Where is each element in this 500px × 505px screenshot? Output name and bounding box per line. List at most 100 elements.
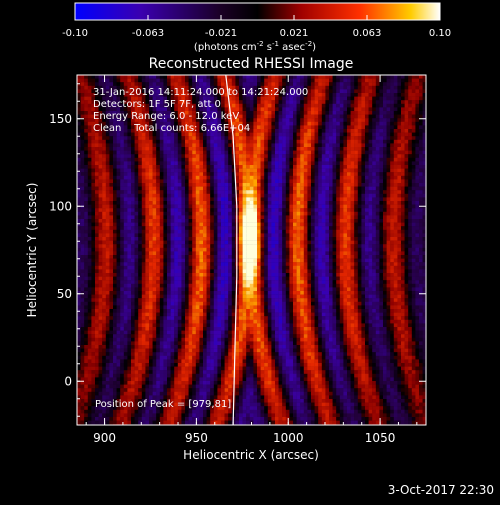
heatmap-cell	[113, 205, 117, 209]
heatmap-cell	[401, 187, 405, 191]
heatmap-cell	[365, 244, 369, 248]
heatmap-cell	[351, 201, 355, 205]
heatmap-cell	[379, 93, 383, 97]
heatmap-cell	[235, 100, 239, 104]
heatmap-cell	[153, 143, 157, 147]
heatmap-cell	[167, 233, 171, 237]
heatmap-cell	[189, 230, 193, 234]
heatmap-cell	[340, 136, 344, 140]
heatmap-cell	[354, 226, 358, 230]
heatmap-cell	[167, 154, 171, 158]
heatmap-cell	[99, 169, 103, 173]
heatmap-cell	[297, 183, 301, 187]
heatmap-cell	[358, 172, 362, 176]
heatmap-cell	[336, 176, 340, 180]
heatmap-cell	[95, 230, 99, 234]
heatmap-cell	[246, 165, 250, 169]
heatmap-cell	[95, 241, 99, 245]
heatmap-cell	[113, 226, 117, 230]
heatmap-cell	[271, 190, 275, 194]
heatmap-cell	[131, 158, 135, 162]
heatmap-cell	[372, 97, 376, 101]
heatmap-cell	[369, 104, 373, 108]
heatmap-cell	[329, 136, 333, 140]
heatmap-cell	[127, 201, 131, 205]
heatmap-cell	[307, 158, 311, 162]
heatmap-cell	[239, 194, 243, 198]
heatmap-cell	[361, 89, 365, 93]
heatmap-cell	[109, 169, 113, 173]
heatmap-cell	[185, 136, 189, 140]
heatmap-cell	[322, 230, 326, 234]
heatmap-cell	[149, 136, 153, 140]
heatmap-cell	[390, 197, 394, 201]
heatmap-cell	[325, 237, 329, 241]
heatmap-cell	[167, 169, 171, 173]
heatmap-cell	[120, 237, 124, 241]
heatmap-cell	[318, 187, 322, 191]
heatmap-cell	[138, 226, 142, 230]
heatmap-cell	[171, 219, 175, 223]
heatmap-cell	[185, 79, 189, 83]
heatmap-cell	[408, 129, 412, 133]
heatmap-cell	[315, 194, 319, 198]
heatmap-cell	[171, 140, 175, 144]
heatmap-cell	[102, 161, 106, 165]
heatmap-cell	[228, 194, 232, 198]
heatmap-cell	[109, 154, 113, 158]
heatmap-cell	[181, 172, 185, 176]
heatmap-cell	[379, 82, 383, 86]
heatmap-cell	[145, 201, 149, 205]
heatmap-cell	[181, 75, 185, 79]
heatmap-cell	[365, 165, 369, 169]
heatmap-cell	[171, 194, 175, 198]
heatmap-cell	[358, 176, 362, 180]
heatmap-cell	[160, 187, 164, 191]
heatmap-cell	[84, 115, 88, 119]
heatmap-cell	[88, 118, 92, 122]
heatmap-cell	[297, 100, 301, 104]
heatmap-cell	[225, 244, 229, 248]
heatmap-cell	[347, 89, 351, 93]
heatmap-cell	[297, 165, 301, 169]
heatmap-cell	[325, 251, 329, 255]
heatmap-cell	[149, 212, 153, 216]
heatmap-cell	[88, 205, 92, 209]
heatmap-cell	[181, 82, 185, 86]
heatmap-cell	[153, 255, 157, 259]
heatmap-cell	[311, 237, 315, 241]
heatmap-cell	[264, 133, 268, 137]
heatmap-cell	[192, 154, 196, 158]
heatmap-cell	[257, 165, 261, 169]
heatmap-cell	[88, 179, 92, 183]
heatmap-cell	[354, 255, 358, 259]
heatmap-cell	[91, 140, 95, 144]
heatmap-cell	[95, 82, 99, 86]
heatmap-cell	[257, 190, 261, 194]
heatmap-cell	[199, 197, 203, 201]
heatmap-cell	[250, 219, 254, 223]
heatmap-cell	[210, 197, 214, 201]
heatmap-cell	[322, 115, 326, 119]
heatmap-cell	[369, 115, 373, 119]
heatmap-cell	[138, 143, 142, 147]
heatmap-cell	[394, 187, 398, 191]
heatmap-cell	[322, 212, 326, 216]
heatmap-cell	[81, 79, 85, 83]
heatmap-cell	[311, 212, 315, 216]
heatmap-cell	[160, 212, 164, 216]
heatmap-cell	[109, 75, 113, 79]
heatmap-cell	[142, 179, 146, 183]
heatmap-cell	[333, 205, 337, 209]
heatmap-cell	[369, 205, 373, 209]
heatmap-cell	[127, 187, 131, 191]
heatmap-cell	[250, 104, 254, 108]
heatmap-cell	[282, 237, 286, 241]
heatmap-cell	[369, 197, 373, 201]
heatmap-cell	[415, 212, 419, 216]
heatmap-cell	[235, 143, 239, 147]
heatmap-cell	[361, 100, 365, 104]
heatmap-cell	[174, 244, 178, 248]
heatmap-cell	[300, 133, 304, 137]
heatmap-cell	[124, 212, 128, 216]
